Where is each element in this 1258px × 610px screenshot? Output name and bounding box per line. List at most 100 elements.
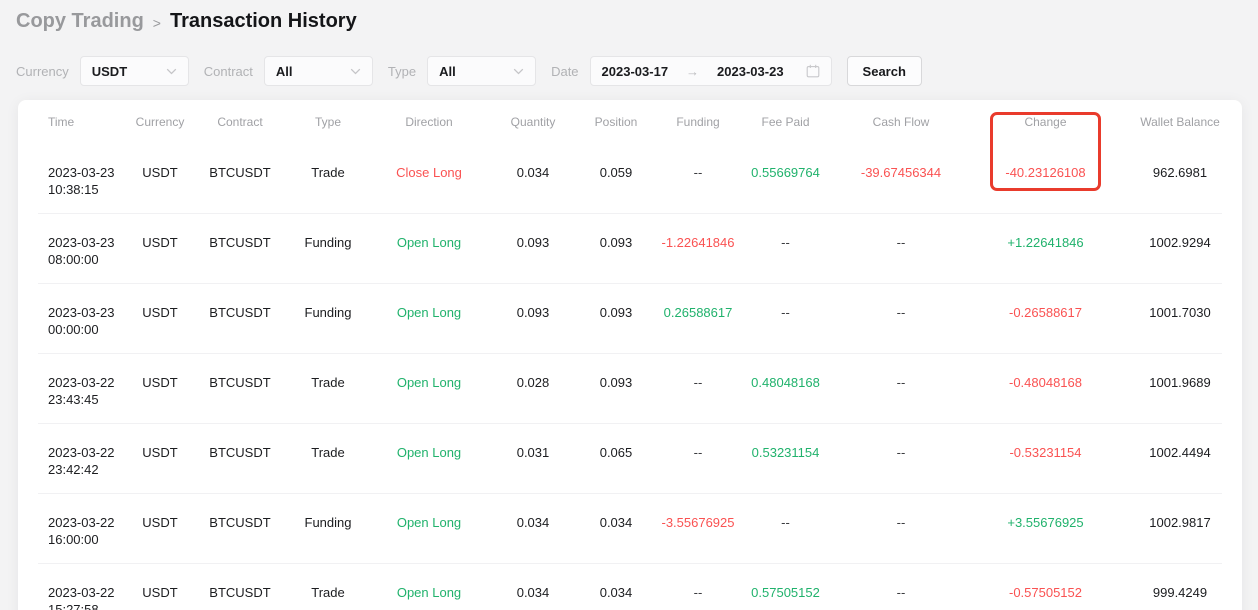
cell-currency: USDT xyxy=(142,165,178,180)
search-button[interactable]: Search xyxy=(846,56,922,86)
cell-direction: Open Long xyxy=(396,305,462,320)
cell-quantity: 0.034 xyxy=(516,585,550,600)
cell-fee-paid: 0.48048168 xyxy=(751,375,820,390)
cell-contract: BTCUSDT xyxy=(209,585,271,600)
cell-quantity: 0.034 xyxy=(516,165,550,180)
cell-funding: -3.55676925 xyxy=(661,515,735,530)
cell-cash-flow: -- xyxy=(896,585,906,600)
table-body: 2023-03-23 10:38:15 USDT BTCUSDT Trade Close … xyxy=(18,143,1242,610)
cell-currency: USDT xyxy=(142,585,178,600)
date-range-input[interactable]: 2023-03-17 → 2023-03-23 xyxy=(589,56,832,86)
type-select-value: All xyxy=(439,63,456,79)
cell-wallet-balance: 1002.9294 xyxy=(1149,235,1211,250)
cell-type: Trade xyxy=(311,375,345,390)
table-row: 2023-03-22 15:27:58 USDT BTCUSDT Trade Open L… xyxy=(18,563,1242,610)
column-header-position: Position xyxy=(594,114,638,129)
cell-direction: Close Long xyxy=(396,165,462,180)
column-header-time: Time xyxy=(48,114,75,129)
breadcrumb-parent-link[interactable]: Copy Trading xyxy=(16,10,144,32)
cell-fee-paid: -- xyxy=(781,515,790,530)
cell-cash-flow: -39.67456344 xyxy=(860,165,942,180)
cell-funding: -- xyxy=(693,445,703,460)
table-row: 2023-03-22 23:43:45 USDT BTCUSDT Trade Open L… xyxy=(18,353,1242,423)
cell-change: +3.55676925 xyxy=(1007,515,1084,530)
filter-bar: Currency USDT Contract All Type All Date… xyxy=(16,56,922,86)
cell-fee-paid: -- xyxy=(781,235,790,250)
cell-cash-flow: -- xyxy=(896,375,906,390)
cell-position: 0.065 xyxy=(599,445,633,460)
cell-time: 2023-03-23 08:00:00 xyxy=(48,235,115,267)
cell-fee-paid: 0.55669764 xyxy=(751,165,820,180)
cell-time: 2023-03-23 10:38:15 xyxy=(48,165,115,197)
cell-quantity: 0.031 xyxy=(516,445,550,460)
cell-cash-flow: -- xyxy=(896,515,906,530)
cell-contract: BTCUSDT xyxy=(209,165,271,180)
date-range-arrow-icon: → xyxy=(686,63,700,79)
cell-quantity: 0.028 xyxy=(516,375,550,390)
cell-direction: Open Long xyxy=(396,515,462,530)
cell-contract: BTCUSDT xyxy=(209,235,271,250)
column-header-quantity: Quantity xyxy=(510,114,556,129)
chevron-down-icon xyxy=(513,68,524,75)
currency-filter-label: Currency xyxy=(16,63,69,79)
cell-position: 0.034 xyxy=(599,585,633,600)
search-button-label: Search xyxy=(862,63,906,79)
cell-cash-flow: -- xyxy=(896,235,906,250)
cell-position: 0.034 xyxy=(599,515,633,530)
cell-type: Trade xyxy=(311,445,345,460)
cell-change: -0.26588617 xyxy=(1008,305,1082,320)
cell-change: -40.23126108 xyxy=(1005,165,1086,180)
cell-wallet-balance: 1002.9817 xyxy=(1149,515,1211,530)
cell-change: +1.22641846 xyxy=(1007,235,1084,250)
cell-time: 2023-03-22 16:00:00 xyxy=(48,515,115,547)
cell-direction: Open Long xyxy=(396,585,462,600)
cell-funding: -- xyxy=(693,165,703,180)
contract-filter-label: Contract xyxy=(203,63,253,79)
cell-time: 2023-03-22 15:27:58 xyxy=(48,585,115,610)
table-row: 2023-03-23 08:00:00 USDT BTCUSDT Funding Open… xyxy=(18,213,1242,283)
column-header-direction: Direction xyxy=(405,114,453,129)
cell-direction: Open Long xyxy=(396,375,462,390)
cell-position: 0.093 xyxy=(599,375,633,390)
cell-fee-paid: 0.53231154 xyxy=(751,445,820,460)
currency-select-value: USDT xyxy=(91,63,128,79)
cell-change: -0.48048168 xyxy=(1008,375,1082,390)
contract-select-value: All xyxy=(275,63,293,79)
table-row: 2023-03-22 23:42:42 USDT BTCUSDT Trade Open L… xyxy=(18,423,1242,493)
contract-select[interactable]: All xyxy=(263,56,373,86)
date-filter-label: Date xyxy=(551,63,579,79)
cell-funding: 0.26588617 xyxy=(663,305,733,320)
column-header-type: Type xyxy=(314,114,341,129)
cell-funding: -- xyxy=(693,585,703,600)
cell-funding: -- xyxy=(693,375,703,390)
cell-fee-paid: -- xyxy=(781,305,790,320)
column-header-currency: Currency xyxy=(135,114,185,129)
breadcrumb-separator-icon: > xyxy=(152,14,161,31)
cell-contract: BTCUSDT xyxy=(209,515,271,530)
chevron-down-icon xyxy=(166,68,177,75)
cell-direction: Open Long xyxy=(396,445,462,460)
date-start-value: 2023-03-17 xyxy=(601,63,669,79)
cell-change: -0.57505152 xyxy=(1008,585,1082,600)
column-header-contract: Contract xyxy=(217,114,263,129)
cell-quantity: 0.034 xyxy=(516,515,550,530)
cell-type: Trade xyxy=(311,165,345,180)
cell-contract: BTCUSDT xyxy=(209,305,271,320)
date-end-value: 2023-03-23 xyxy=(717,63,784,79)
table-row: 2023-03-23 10:38:15 USDT BTCUSDT Trade Close … xyxy=(18,143,1242,213)
type-select[interactable]: All xyxy=(427,56,537,86)
chevron-down-icon xyxy=(350,68,361,75)
type-filter-label: Type xyxy=(387,63,417,79)
cell-type: Funding xyxy=(304,515,352,530)
cell-time: 2023-03-22 23:42:42 xyxy=(48,445,115,477)
cell-currency: USDT xyxy=(142,305,178,320)
cell-time: 2023-03-23 00:00:00 xyxy=(48,305,115,337)
cell-type: Funding xyxy=(304,305,352,320)
cell-position: 0.093 xyxy=(599,305,633,320)
cell-position: 0.059 xyxy=(599,165,633,180)
table-header-row: Time Currency Contract Type Direction Quantit… xyxy=(18,100,1242,143)
currency-select[interactable]: USDT xyxy=(79,56,189,86)
cell-cash-flow: -- xyxy=(896,445,906,460)
cell-wallet-balance: 1001.9689 xyxy=(1149,375,1211,390)
cell-currency: USDT xyxy=(142,445,178,460)
